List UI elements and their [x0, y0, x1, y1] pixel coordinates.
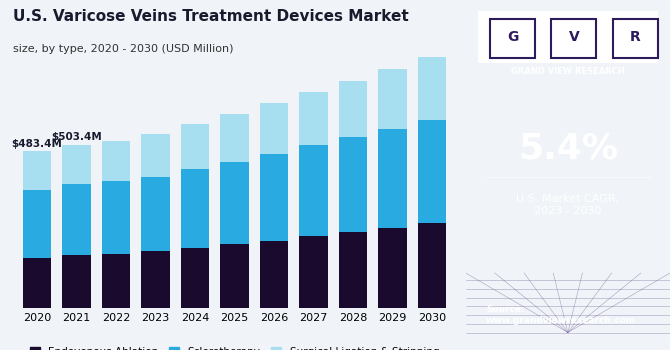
Text: $503.4M: $503.4M — [51, 132, 102, 142]
Bar — [379, 69, 407, 128]
Bar — [299, 145, 328, 236]
Bar — [141, 177, 170, 251]
FancyBboxPatch shape — [478, 10, 658, 63]
Bar — [181, 248, 209, 308]
Text: V: V — [569, 30, 580, 44]
Bar — [141, 251, 170, 308]
Bar — [299, 236, 328, 308]
Bar — [260, 103, 288, 154]
Bar — [181, 169, 209, 248]
Bar — [141, 134, 170, 177]
Text: $483.4M: $483.4M — [11, 139, 62, 149]
Text: GRAND VIEW RESEARCH: GRAND VIEW RESEARCH — [511, 67, 624, 76]
Bar — [299, 92, 328, 145]
Bar — [379, 128, 407, 228]
Bar — [62, 145, 91, 184]
Bar — [220, 162, 249, 244]
Text: U.S. Varicose Veins Treatment Devices Market: U.S. Varicose Veins Treatment Devices Ma… — [13, 9, 409, 24]
Bar — [417, 120, 446, 223]
Bar — [102, 182, 130, 253]
Bar — [260, 154, 288, 240]
FancyBboxPatch shape — [613, 19, 658, 58]
Bar — [417, 57, 446, 120]
Bar — [220, 114, 249, 162]
Text: 5.4%: 5.4% — [518, 132, 618, 166]
Text: U.S. Market CAGR,
2023 - 2030: U.S. Market CAGR, 2023 - 2030 — [517, 194, 619, 216]
Bar — [23, 190, 52, 258]
FancyBboxPatch shape — [490, 19, 535, 58]
Bar — [62, 255, 91, 308]
FancyBboxPatch shape — [551, 19, 596, 58]
Bar — [220, 244, 249, 308]
Bar — [417, 223, 446, 308]
Text: Source:
www.grandviewresearch.com: Source: www.grandviewresearch.com — [486, 305, 636, 325]
Bar — [181, 124, 209, 169]
Bar — [339, 137, 367, 232]
Bar — [260, 240, 288, 308]
Text: size, by type, 2020 - 2030 (USD Million): size, by type, 2020 - 2030 (USD Million) — [13, 44, 234, 54]
Text: R: R — [630, 30, 641, 44]
Bar — [62, 184, 91, 255]
Bar — [339, 80, 367, 137]
Text: G: G — [507, 30, 519, 44]
Bar — [102, 253, 130, 308]
Bar — [379, 228, 407, 308]
Legend: Endovenous Ablation, Sclerotherapy, Surgical Ligation & Stripping: Endovenous Ablation, Sclerotherapy, Surg… — [25, 343, 444, 350]
Bar — [23, 258, 52, 308]
Bar — [102, 141, 130, 182]
Bar — [23, 151, 52, 190]
Bar — [339, 232, 367, 308]
